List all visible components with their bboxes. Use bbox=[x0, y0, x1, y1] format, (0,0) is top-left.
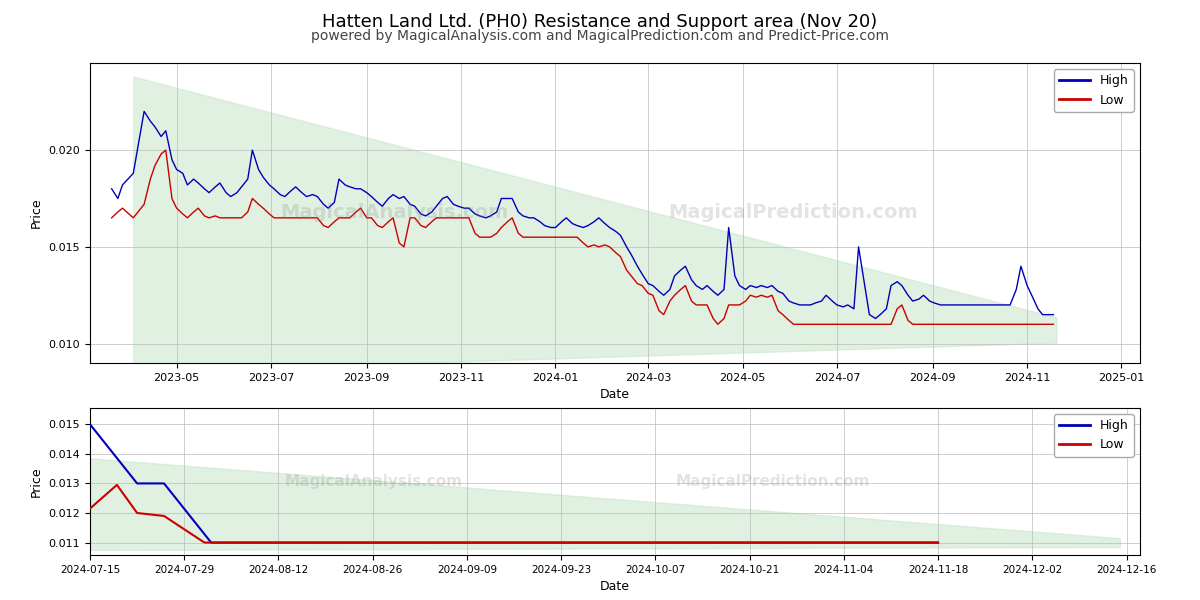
Y-axis label: Price: Price bbox=[30, 466, 43, 497]
Text: powered by MagicalAnalysis.com and MagicalPrediction.com and Predict-Price.com: powered by MagicalAnalysis.com and Magic… bbox=[311, 29, 889, 43]
X-axis label: Date: Date bbox=[600, 388, 630, 401]
Text: MagicalPrediction.com: MagicalPrediction.com bbox=[676, 474, 870, 489]
Text: MagicalPrediction.com: MagicalPrediction.com bbox=[668, 203, 918, 223]
Legend: High, Low: High, Low bbox=[1054, 69, 1134, 112]
Legend: High, Low: High, Low bbox=[1054, 414, 1134, 457]
Text: MagicalAnalysis.com: MagicalAnalysis.com bbox=[281, 203, 509, 223]
Y-axis label: Price: Price bbox=[30, 197, 43, 229]
Text: Hatten Land Ltd. (PH0) Resistance and Support area (Nov 20): Hatten Land Ltd. (PH0) Resistance and Su… bbox=[323, 13, 877, 31]
X-axis label: Date: Date bbox=[600, 580, 630, 593]
Text: MagicalAnalysis.com: MagicalAnalysis.com bbox=[284, 474, 462, 489]
